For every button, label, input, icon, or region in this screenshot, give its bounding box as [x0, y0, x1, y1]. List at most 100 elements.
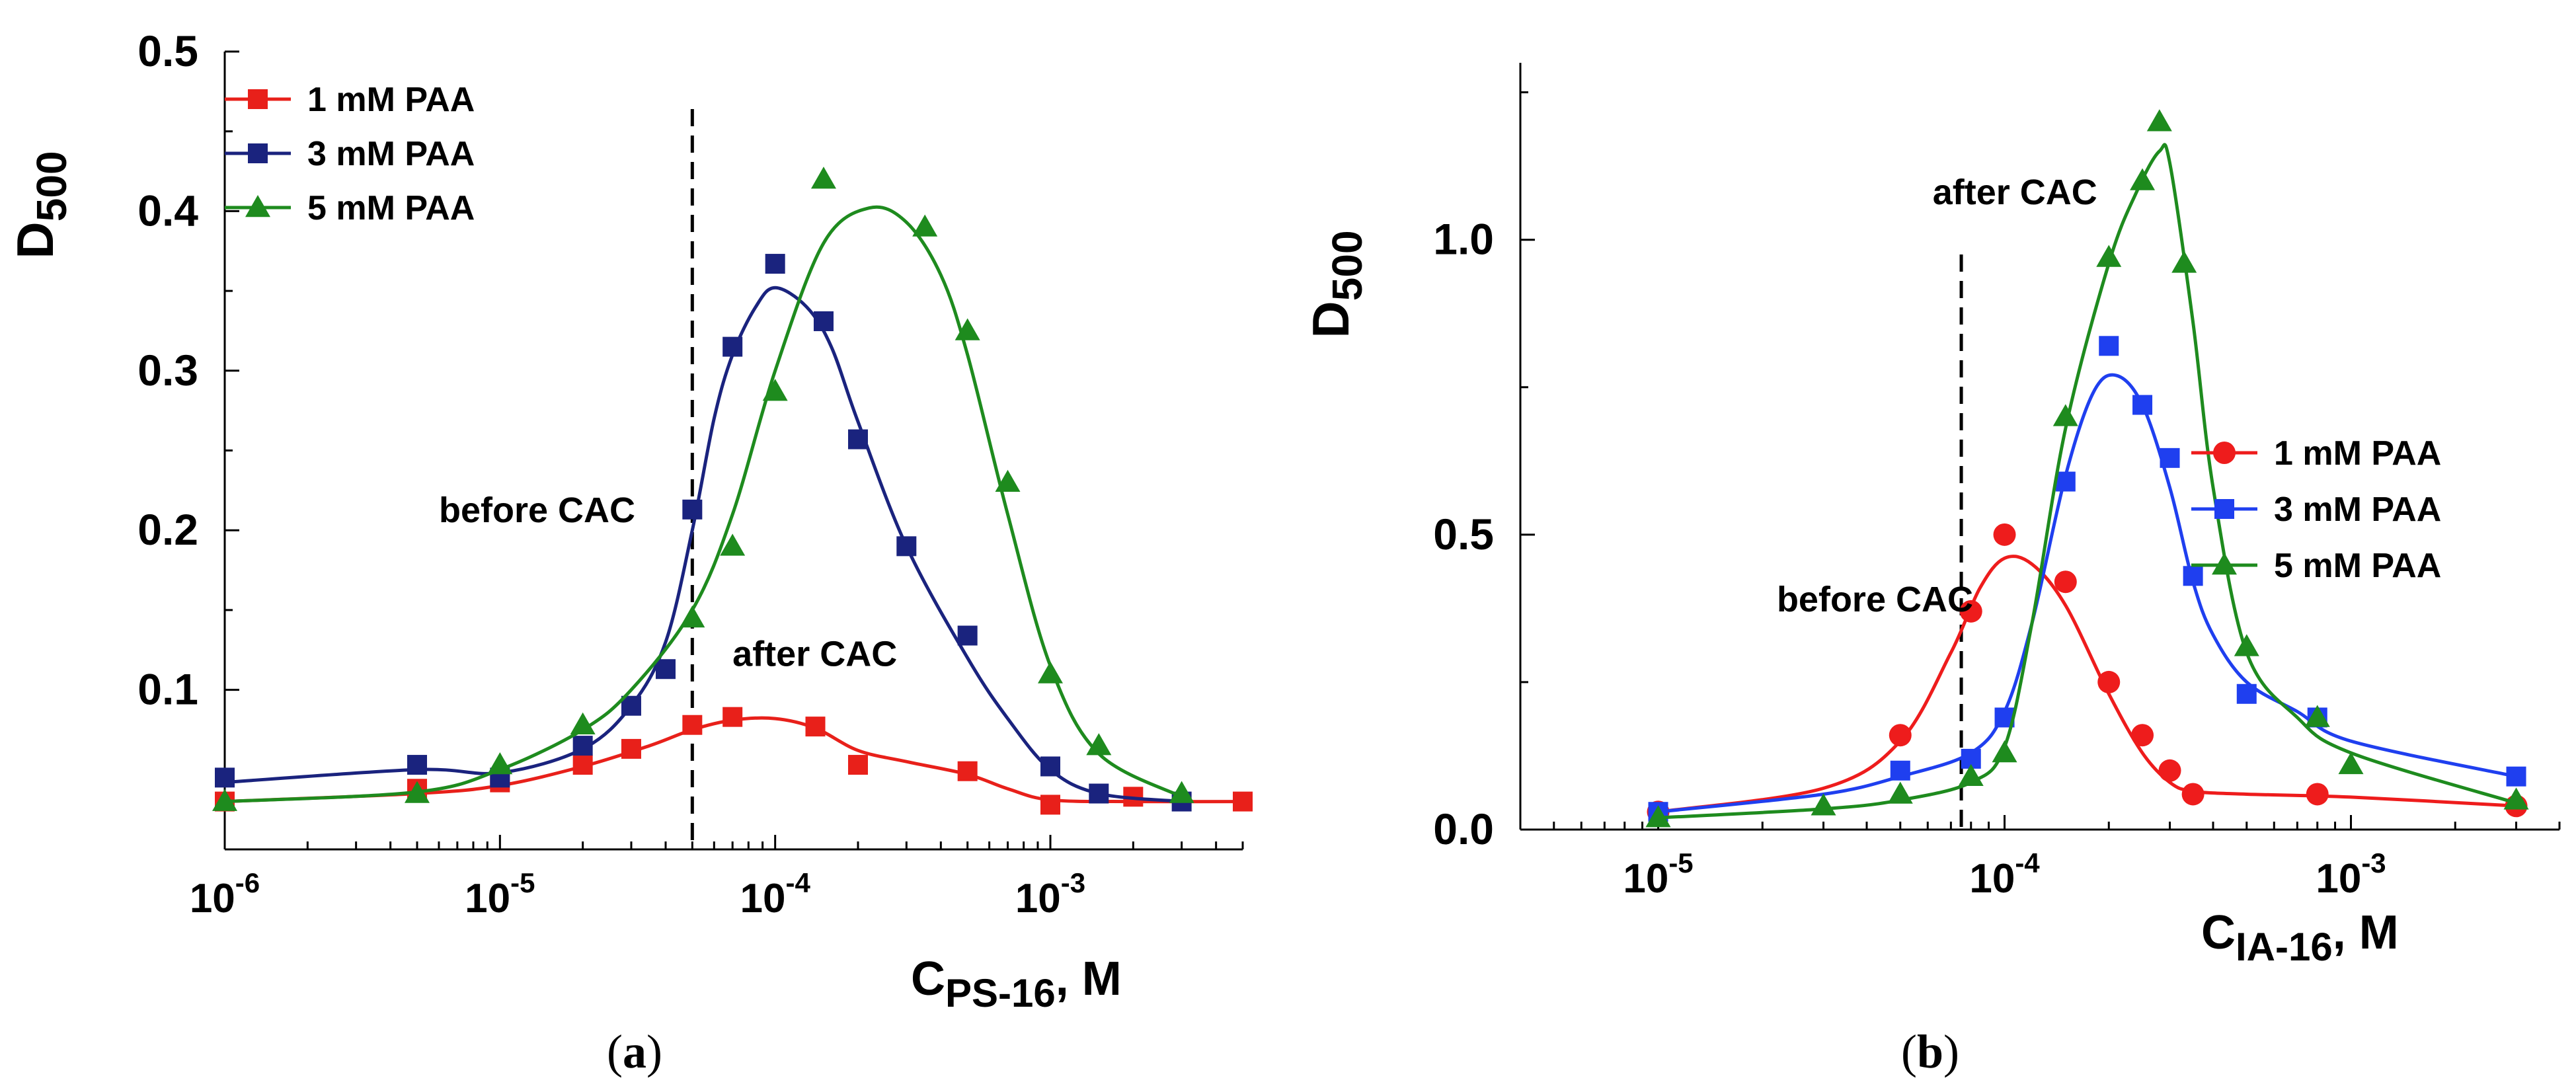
- data-point: [847, 755, 868, 775]
- data-point: [722, 707, 743, 727]
- data-point: [2234, 634, 2259, 656]
- data-point: [407, 755, 428, 775]
- x-tick-label: 10-3: [1015, 867, 1085, 921]
- data-point: [405, 781, 430, 803]
- data-point: [2132, 395, 2153, 415]
- data-point: [1040, 795, 1060, 815]
- series-1-mm-paa: [1647, 523, 2528, 824]
- data-point: [912, 214, 938, 237]
- data-point: [1040, 756, 1060, 777]
- x-tick-label: 10-4: [740, 867, 811, 921]
- x-tick-label: 10-6: [190, 867, 260, 921]
- series-line: [1658, 373, 2517, 814]
- data-point: [2131, 724, 2154, 747]
- data-point: [682, 715, 703, 735]
- data-point: [621, 738, 641, 759]
- data-point: [2506, 766, 2526, 787]
- data-point: [212, 789, 237, 811]
- data-point: [2130, 168, 2156, 190]
- data-point: [248, 89, 268, 109]
- chart-panel-a: 0.1 0.2 0.3 0.4 0.5 10-6 10-5 10-4 10-3 D500 CPS-1…: [6, 26, 1253, 1078]
- legend: 1 mM PAA 3 mM PAA 5 mM PAA: [225, 81, 475, 227]
- data-point: [487, 752, 513, 775]
- data-point: [682, 499, 703, 520]
- data-point: [805, 717, 826, 737]
- legend-entry-label: 1 mM PAA: [2274, 434, 2441, 473]
- data-point: [1959, 600, 1982, 623]
- y-tick-label: 0.4: [137, 186, 198, 235]
- legend-entry-label: 3 mM PAA: [2274, 490, 2441, 529]
- data-point: [1089, 783, 1109, 804]
- data-point: [955, 318, 980, 340]
- panel-caption: (b): [1901, 1025, 1959, 1078]
- data-point: [2097, 670, 2121, 693]
- data-point: [765, 254, 785, 274]
- x-tick-label: 10-5: [1623, 847, 1693, 902]
- data-point: [2158, 759, 2181, 782]
- y-tick-label: 1.0: [1433, 215, 1494, 264]
- legend-entry-label: 3 mM PAA: [307, 135, 475, 173]
- data-point: [957, 761, 978, 781]
- data-point: [762, 379, 788, 401]
- series-line: [224, 286, 1182, 804]
- series-5-mm-paa: [1645, 109, 2529, 828]
- data-point: [1887, 781, 1913, 804]
- data-point: [2213, 442, 2236, 464]
- data-point: [2099, 336, 2119, 356]
- legend-entry-label: 1 mM PAA: [307, 81, 475, 119]
- data-point: [813, 311, 834, 331]
- data-point: [957, 625, 978, 646]
- before-cac-label: before CAC: [1777, 580, 1973, 619]
- after-cac-label: after CAC: [1933, 173, 2097, 212]
- data-point: [2055, 471, 2076, 492]
- data-point: [722, 336, 743, 357]
- before-cac-label: before CAC: [439, 490, 635, 530]
- data-point: [720, 533, 746, 556]
- x-axis-title: CIA-16, M: [2201, 906, 2399, 969]
- data-point: [2096, 245, 2122, 267]
- data-point: [1169, 781, 1194, 803]
- y-tick-label: 0.1: [137, 665, 198, 714]
- panel-caption: (a): [607, 1025, 662, 1078]
- legend: 1 mM PAA 3 mM PAA 5 mM PAA: [2191, 434, 2441, 585]
- data-point: [1890, 760, 1910, 781]
- legend-entry-label: 5 mM PAA: [2274, 547, 2441, 585]
- data-point: [2054, 570, 2077, 594]
- data-point: [655, 659, 676, 680]
- data-point: [1992, 740, 2017, 763]
- data-point: [2306, 783, 2329, 806]
- y-tick-label: 0.0: [1433, 804, 1494, 853]
- data-point: [2183, 566, 2203, 586]
- data-point: [2181, 783, 2205, 806]
- data-point: [1645, 805, 1671, 828]
- data-point: [2146, 109, 2172, 132]
- y-tick-label: 0.5: [137, 26, 198, 75]
- y-axis-title: D500: [1302, 230, 1371, 338]
- data-point: [847, 429, 868, 449]
- y-axis-title: D500: [6, 151, 75, 258]
- series-line: [224, 205, 1183, 804]
- data-point: [2171, 251, 2197, 273]
- legend-entry-label: 5 mM PAA: [307, 189, 475, 227]
- data-point: [1811, 793, 1836, 816]
- data-point: [245, 195, 270, 217]
- data-point: [680, 605, 705, 628]
- data-point: [572, 755, 593, 775]
- y-tick-label: 0.3: [137, 346, 198, 395]
- y-tick-label: 0.5: [1433, 510, 1494, 559]
- data-point: [2338, 752, 2364, 775]
- data-point: [896, 536, 917, 557]
- data-point: [1958, 763, 1984, 786]
- after-cac-label: after CAC: [732, 634, 897, 674]
- data-point: [995, 469, 1021, 492]
- x-tick-label: 10-5: [465, 867, 535, 921]
- data-point: [2236, 683, 2257, 704]
- y-tick-label: 0.2: [137, 505, 198, 554]
- data-point: [810, 167, 836, 189]
- data-point: [1993, 523, 2016, 546]
- series-line: [1658, 143, 2517, 820]
- data-point: [2212, 553, 2237, 575]
- data-point: [572, 736, 593, 756]
- data-point: [2052, 404, 2078, 426]
